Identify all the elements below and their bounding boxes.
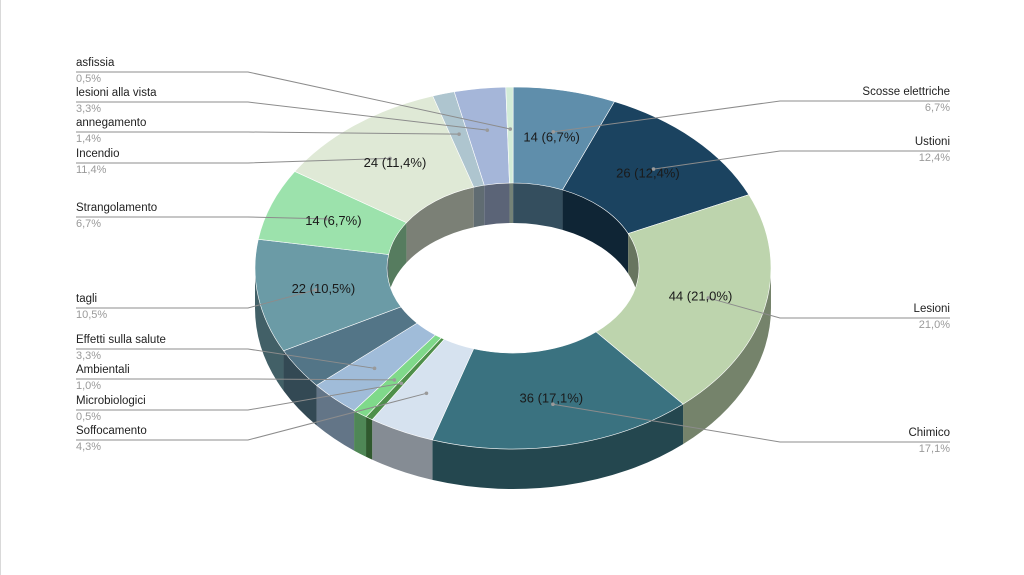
category-label-microbiologici: Microbiologici	[76, 395, 146, 407]
data-label-incendio: 24 (11,4%)	[364, 155, 427, 170]
leader-asfissia	[76, 71, 511, 130]
slice-asfissia	[505, 86, 514, 184]
percent-label-chimico: 17,1%	[919, 443, 950, 455]
category-label-chimico: Chimico	[908, 427, 950, 439]
side-microbiologici	[366, 416, 373, 460]
leader-incendio	[76, 157, 391, 164]
slice-chimico	[431, 331, 684, 450]
category-label-lesioni: Lesioni	[914, 303, 950, 315]
category-label-asfissia: asfissia	[76, 57, 115, 69]
category-label-tagli: tagli	[76, 293, 97, 305]
side-tagli	[255, 268, 284, 391]
leader-dot-asfissia	[508, 127, 513, 131]
percent-label-ambientali: 1,0%	[76, 380, 101, 392]
percent-label-asfissia: 0,5%	[76, 73, 101, 85]
leader-chimico	[552, 403, 950, 443]
data-label-chimico: 36 (17,1%)	[520, 390, 584, 405]
leader-dot-tagli	[313, 288, 318, 292]
inner-wall-scosse-elettriche	[513, 183, 563, 230]
percent-label-lesioni: 21,0%	[919, 319, 950, 331]
percent-label-effetti-sulla-salute: 3,3%	[76, 350, 101, 362]
leader-dot-chimico	[551, 402, 555, 407]
leader-scosse-elettriche	[553, 100, 950, 133]
percent-label-microbiologici: 0,5%	[76, 411, 101, 423]
leader-dot-lesioni-alla-vista	[485, 128, 490, 132]
percent-label-soffocamento: 4,3%	[76, 441, 101, 453]
leader-ustioni	[653, 150, 950, 170]
leader-dot-strangolamento	[324, 217, 328, 221]
data-label-lesioni: 44 (21,0%)	[669, 289, 733, 304]
category-label-annegamento: annegamento	[76, 117, 146, 129]
donut-inner-walls	[387, 183, 639, 308]
leader-microbiologici	[76, 382, 402, 411]
percent-label-scosse-elettriche: 6,7%	[925, 102, 950, 114]
side-ambientali	[354, 410, 367, 457]
leader-dot-ambientali	[392, 378, 397, 382]
data-label-strangolamento: 14 (6,7%)	[305, 213, 361, 228]
leader-dot-annegamento	[457, 132, 461, 136]
side-lesioni	[683, 268, 771, 445]
labels: 14 (6,7%) 26 (12,4%) 44 (21,0%) 36 (17,1%) 2…	[76, 57, 950, 455]
inner-wall-asfissia	[509, 183, 514, 224]
side-effetti-sulla-salute	[316, 385, 355, 451]
category-label-ambientali: Ambientali	[76, 364, 130, 376]
category-label-soffocamento: Soffocamento	[76, 425, 147, 437]
percent-label-lesioni-alla-vista: 3,3%	[76, 103, 101, 115]
data-label-scosse-elettriche: 14 (6,7%)	[523, 130, 579, 145]
leader-ambientali	[76, 378, 395, 381]
data-label-ustioni: 26 (12,4%)	[616, 165, 680, 180]
slice-lesioni	[595, 194, 772, 405]
leader-tagli	[76, 289, 316, 309]
category-label-strangolamento: Strangolamento	[76, 202, 157, 214]
inner-wall-lesioni-alla-vista	[484, 183, 510, 226]
percent-label-annegamento: 1,4%	[76, 133, 101, 145]
category-label-lesioni-alla-vista: lesioni alla vista	[76, 87, 157, 99]
donut-top	[254, 86, 772, 450]
leader-annegamento	[76, 131, 460, 135]
inner-wall-ustioni	[562, 189, 629, 274]
side-soffocamento	[372, 419, 433, 480]
percent-label-ustioni: 12,4%	[919, 152, 950, 164]
leader-lines	[76, 71, 950, 443]
leader-dot-incendio	[388, 156, 392, 161]
inner-wall-annegamento	[473, 185, 485, 228]
category-label-ustioni: Ustioni	[915, 136, 950, 148]
leader-dot-microbiologici	[399, 381, 404, 386]
inner-wall-strangolamento	[388, 222, 407, 295]
leader-dot-lesioni	[706, 296, 711, 300]
leader-soffocamento	[76, 392, 427, 441]
percent-label-tagli: 10,5%	[76, 309, 107, 321]
leader-strangolamento	[76, 216, 326, 220]
leader-lesioni-alla-vista	[76, 101, 488, 131]
leader-dot-ustioni	[651, 167, 656, 171]
category-label-incendio: Incendio	[76, 148, 119, 160]
category-label-effetti-sulla-salute: Effetti sulla salute	[76, 334, 166, 346]
percent-label-strangolamento: 6,7%	[76, 218, 101, 230]
category-label-scosse-elettriche: Scosse elettriche	[862, 86, 950, 98]
leader-dot-effetti-sulla-salute	[372, 366, 377, 371]
leader-dot-soffocamento	[424, 391, 429, 396]
inner-wall-incendio	[406, 187, 474, 263]
percent-label-incendio: 11,4%	[76, 164, 107, 176]
leader-lesioni	[708, 297, 950, 319]
leader-effetti-sulla-salute	[76, 348, 375, 369]
data-label-tagli: 22 (10,5%)	[292, 281, 356, 296]
side-slice-8	[283, 350, 317, 426]
leader-dot-scosse-elettriche	[551, 130, 556, 134]
frame-border	[0, 0, 1, 575]
